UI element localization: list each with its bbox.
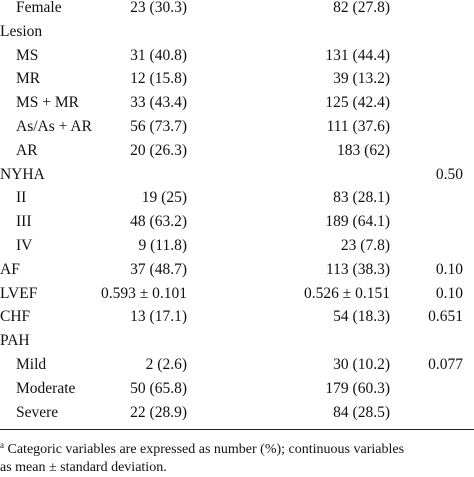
row-label: MR xyxy=(16,70,41,88)
cell-c2: 83 (28.1) xyxy=(333,189,390,207)
table-row: NYHA 0.50 xyxy=(0,163,474,187)
cell-c1: 19 (25) xyxy=(141,189,187,207)
cell-c2: 113 (38.3) xyxy=(326,260,390,278)
cell-c2: 30 (10.2) xyxy=(333,356,390,373)
table-row: AR 20 (26.3) 183 (62) xyxy=(0,139,474,163)
cell-c1: 0.593 ± 0.101 xyxy=(100,284,187,302)
cell-c2: 0.526 ± 0.151 xyxy=(303,284,390,302)
table-row: LVEF 0.593 ± 0.101 0.526 ± 0.151 0.10 xyxy=(0,282,474,306)
cell-c1: 33 (43.4) xyxy=(130,94,187,112)
row-label: AR xyxy=(16,141,38,159)
row-label: Mild xyxy=(16,356,47,373)
table-row: MR 12 (15.8) 39 (13.2) xyxy=(0,67,474,91)
row-label: PAH xyxy=(0,332,30,350)
cell-c1: 22 (28.9) xyxy=(130,403,187,421)
row-label: NYHA xyxy=(0,165,45,183)
table-row: Severe 22 (28.9) 84 (28.5) xyxy=(0,401,474,425)
cell-c2: 183 (62) xyxy=(337,141,390,159)
row-label: IV xyxy=(16,237,33,254)
cell-c1: 9 (11.8) xyxy=(138,237,188,254)
cell-c3: 0.50 xyxy=(435,165,463,183)
footnote-marker: a xyxy=(0,440,4,450)
cell-c1: 37 (48.7) xyxy=(130,260,187,278)
cell-c1: 50 (65.8) xyxy=(130,379,187,397)
cell-c2: 131 (44.4) xyxy=(325,46,390,64)
table-row: II 19 (25) 83 (28.1) xyxy=(0,186,474,210)
table-row: Female 23 (30.3) 82 (27.8) xyxy=(0,0,474,20)
cell-c2: 39 (13.2) xyxy=(333,70,390,88)
footnote-line-2: as mean ± standard deviation. xyxy=(0,460,167,475)
cell-c1: 2 (2.6) xyxy=(145,356,187,373)
cell-c1: 13 (17.1) xyxy=(130,308,187,326)
table-row: MS + MR 33 (43.4) 125 (42.4) xyxy=(0,91,474,115)
cell-c1: 48 (63.2) xyxy=(130,213,187,231)
cell-c2: 189 (64.1) xyxy=(325,213,390,231)
row-label: MS + MR xyxy=(16,94,80,112)
table-row: As/As + AR 56 (73.7) 111 (37.6) xyxy=(0,115,474,139)
row-label: II xyxy=(16,189,27,207)
cell-c1: 12 (15.8) xyxy=(130,70,187,88)
cell-c2: 54 (18.3) xyxy=(333,308,390,326)
table-bottom-rule xyxy=(0,429,474,430)
row-label: Lesion xyxy=(0,22,43,40)
cell-c2: 84 (28.5) xyxy=(333,403,390,421)
row-label: Female xyxy=(16,0,62,16)
row-label: III xyxy=(16,213,32,231)
row-label: CHF xyxy=(0,308,31,326)
row-label: Moderate xyxy=(16,379,76,397)
cell-c2: 125 (42.4) xyxy=(325,94,390,112)
cell-c2: 82 (27.8) xyxy=(333,0,390,16)
table-row: AF 37 (48.7) 113 (38.3) 0.10 xyxy=(0,258,474,282)
cell-c2: 23 (7.8) xyxy=(340,237,390,254)
footnote-text-1: Categoric variables are expressed as num… xyxy=(7,442,405,457)
cell-c3: 0.077 xyxy=(428,356,463,373)
cell-c1: 56 (73.7) xyxy=(130,118,187,135)
table-row: IV 9 (11.8) 23 (7.8) xyxy=(0,234,474,258)
table-row: Lesion xyxy=(0,20,474,44)
cell-c2: 179 (60.3) xyxy=(325,379,390,397)
table-row: Moderate 50 (65.8) 179 (60.3) xyxy=(0,377,474,401)
row-label: Severe xyxy=(16,403,59,421)
row-label: AF xyxy=(0,260,20,278)
cell-c3: 0.10 xyxy=(435,260,463,278)
cell-c3: 0.10 xyxy=(435,284,463,302)
row-label: As/As + AR xyxy=(16,118,92,135)
footnote-line-1: a Categoric variables are expressed as n… xyxy=(0,436,474,459)
cell-c1: 20 (26.3) xyxy=(130,141,187,159)
cell-c3: 0.651 xyxy=(428,308,463,326)
cell-c2: 111 (37.6) xyxy=(326,118,390,135)
table-row: III 48 (63.2) 189 (64.1) xyxy=(0,210,474,234)
row-label: MS xyxy=(16,46,39,64)
cell-c1: 31 (40.8) xyxy=(130,46,187,64)
table-row: CHF 13 (17.1) 54 (18.3) 0.651 xyxy=(0,305,474,329)
table-row: Mild 2 (2.6) 30 (10.2) 0.077 xyxy=(0,353,474,377)
row-label: LVEF xyxy=(0,284,38,302)
cell-c1: 23 (30.3) xyxy=(130,0,187,16)
table-footnote: a Categoric variables are expressed as n… xyxy=(0,436,474,477)
table-row: MS 31 (40.8) 131 (44.4) xyxy=(0,44,474,68)
table-row: PAH xyxy=(0,329,474,353)
